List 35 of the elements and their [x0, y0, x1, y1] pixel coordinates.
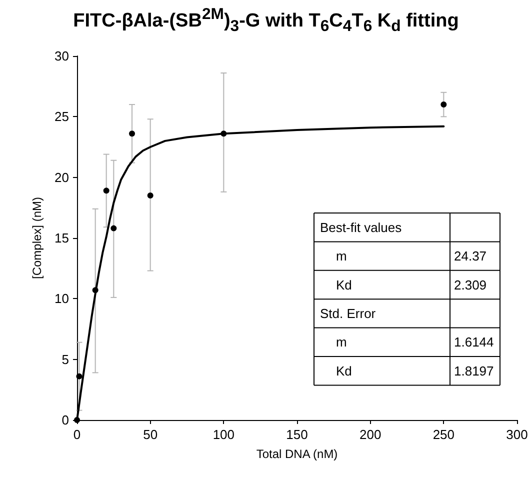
point [110, 225, 117, 232]
y-tick-label: 15 [54, 230, 69, 246]
y-tick-label: 10 [54, 291, 69, 306]
annotation: m [336, 334, 347, 350]
annotation: 1.6144 [454, 334, 494, 350]
point [129, 130, 135, 137]
y-tick-label: 0 [62, 412, 69, 428]
y-tick-label: 20 [54, 170, 69, 185]
annotation: Kd [336, 363, 352, 378]
x-tick-label: 150 [286, 427, 308, 442]
annotation: 2.309 [454, 277, 487, 292]
point [76, 373, 82, 380]
x-tick-label: 250 [432, 427, 455, 442]
y-axis-title: [Complex] (nM) [30, 196, 44, 280]
point [92, 287, 98, 294]
point [440, 102, 447, 108]
chart-title: FITC-βAla-(SB$^{2M}$)$_{3}$-G with T$_{6}$C$_{4}$T$_{6}$ K$_{d}$ fitting [73, 6, 459, 36]
x-tick-label: 50 [143, 427, 158, 442]
y-tick-label: 5 [62, 352, 69, 367]
point [103, 188, 110, 194]
annotation: Best-fit values [320, 220, 402, 235]
annotation: 24.37 [454, 248, 487, 264]
x-axis-title: Total DNA (nM) [256, 447, 338, 461]
annotation: Std. Error [320, 306, 376, 321]
point [220, 130, 227, 137]
x-tick-label: 0 [73, 427, 81, 442]
x-tick-label: 300 [506, 427, 528, 442]
annotation: m [336, 248, 347, 264]
x-tick-label: 200 [359, 427, 382, 442]
y-tick-label: 30 [54, 48, 69, 64]
annotation: Kd [336, 277, 352, 292]
point [147, 192, 154, 199]
y-tick-label: 25 [54, 109, 69, 124]
x-tick-label: 100 [212, 427, 235, 442]
annotation: 1.8197 [454, 363, 494, 378]
